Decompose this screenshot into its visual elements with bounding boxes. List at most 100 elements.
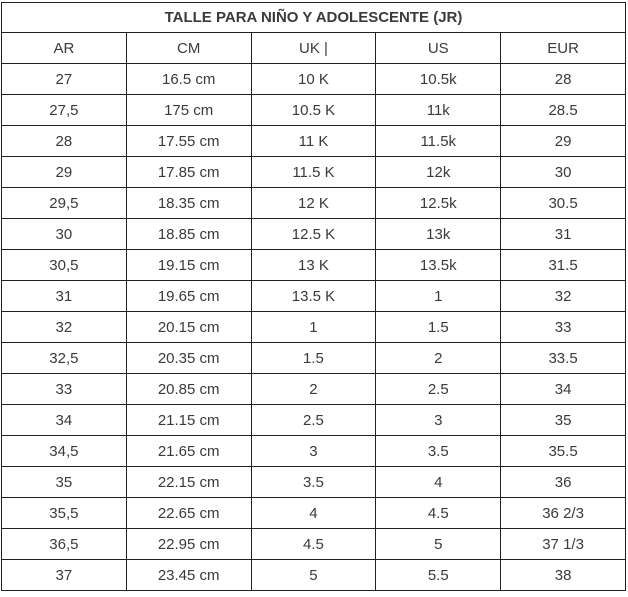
table-row: 30,5 19.15 cm 13 K 13.5k 31.5 xyxy=(1,249,626,281)
cell-cm: 17.55 cm xyxy=(125,125,252,157)
cell-eur: 30.5 xyxy=(500,187,626,219)
cell-eur: 35.5 xyxy=(500,435,626,467)
cell-eur: 36 xyxy=(500,466,626,498)
cell-cm: 21.65 cm xyxy=(125,435,252,467)
cell-us: 11k xyxy=(375,94,502,126)
cell-eur: 32 xyxy=(500,280,626,312)
cell-cm: 20.85 cm xyxy=(125,373,252,405)
cell-ar: 27,5 xyxy=(1,94,127,126)
cell-us: 4 xyxy=(375,466,502,498)
table-row: 34 21.15 cm 2.5 3 35 xyxy=(1,404,626,436)
cell-eur: 31.5 xyxy=(500,249,626,281)
table-row: 27,5 175 cm 10.5 K 11k 28.5 xyxy=(1,94,626,126)
cell-uk: 1.5 xyxy=(250,342,377,374)
cell-ar: 30 xyxy=(1,218,127,250)
table-row: 28 17.55 cm 11 K 11.5k 29 xyxy=(1,125,626,157)
cell-ar: 31 xyxy=(1,280,127,312)
cell-eur: 30 xyxy=(500,156,626,188)
cell-uk: 4.5 xyxy=(250,528,377,560)
cell-us: 10.5k xyxy=(375,63,502,95)
cell-us: 5.5 xyxy=(375,559,502,591)
table-row: 34,5 21.65 cm 3 3.5 35.5 xyxy=(1,435,626,467)
cell-us: 2.5 xyxy=(375,373,502,405)
table-row: 35,5 22.65 cm 4 4.5 36 2/3 xyxy=(1,497,626,529)
column-header-us: US xyxy=(375,32,502,64)
table-row: 35 22.15 cm 3.5 4 36 xyxy=(1,466,626,498)
cell-eur: 36 2/3 xyxy=(500,497,626,529)
cell-cm: 23.45 cm xyxy=(125,559,252,591)
cell-uk: 10 K xyxy=(250,63,377,95)
cell-ar: 30,5 xyxy=(1,249,127,281)
cell-ar: 34 xyxy=(1,404,127,436)
cell-cm: 18.35 cm xyxy=(125,187,252,219)
cell-cm: 17.85 cm xyxy=(125,156,252,188)
cell-ar: 29,5 xyxy=(1,187,127,219)
cell-ar: 32 xyxy=(1,311,127,343)
cell-us: 11.5k xyxy=(375,125,502,157)
cell-uk: 12 K xyxy=(250,187,377,219)
cell-uk: 11 K xyxy=(250,125,377,157)
cell-us: 3.5 xyxy=(375,435,502,467)
cell-cm: 19.15 cm xyxy=(125,249,252,281)
header-row: AR CM UK | US EUR xyxy=(1,32,626,64)
cell-uk: 3.5 xyxy=(250,466,377,498)
cell-ar: 33 xyxy=(1,373,127,405)
cell-ar: 34,5 xyxy=(1,435,127,467)
table-row: 30 18.85 cm 12.5 K 13k 31 xyxy=(1,218,626,250)
cell-us: 4.5 xyxy=(375,497,502,529)
cell-ar: 27 xyxy=(1,63,127,95)
cell-uk: 13.5 K xyxy=(250,280,377,312)
table-row: 36,5 22.95 cm 4.5 5 37 1/3 xyxy=(1,528,626,560)
cell-uk: 13 K xyxy=(250,249,377,281)
cell-cm: 21.15 cm xyxy=(125,404,252,436)
cell-eur: 33.5 xyxy=(500,342,626,374)
table-row: 27 16.5 cm 10 K 10.5k 28 xyxy=(1,63,626,95)
cell-us: 1.5 xyxy=(375,311,502,343)
cell-eur: 28.5 xyxy=(500,94,626,126)
cell-uk: 5 xyxy=(250,559,377,591)
table-row: 29,5 18.35 cm 12 K 12.5k 30.5 xyxy=(1,187,626,219)
table-row: 33 20.85 cm 2 2.5 34 xyxy=(1,373,626,405)
cell-us: 2 xyxy=(375,342,502,374)
cell-uk: 10.5 K xyxy=(250,94,377,126)
cell-us: 12k xyxy=(375,156,502,188)
cell-eur: 38 xyxy=(500,559,626,591)
column-header-ar: AR xyxy=(1,32,127,64)
cell-cm: 18.85 cm xyxy=(125,218,252,250)
cell-cm: 175 cm xyxy=(125,94,252,126)
column-header-eur: EUR xyxy=(500,32,626,64)
cell-ar: 35,5 xyxy=(1,497,127,529)
title-row: TALLE PARA NIÑO Y ADOLESCENTE (JR) xyxy=(1,2,626,33)
cell-ar: 29 xyxy=(1,156,127,188)
cell-uk: 3 xyxy=(250,435,377,467)
cell-uk: 2.5 xyxy=(250,404,377,436)
table-row: 31 19.65 cm 13.5 K 1 32 xyxy=(1,280,626,312)
table-row: 32 20.15 cm 1 1.5 33 xyxy=(1,311,626,343)
cell-eur: 34 xyxy=(500,373,626,405)
cell-cm: 20.15 cm xyxy=(125,311,252,343)
cell-cm: 19.65 cm xyxy=(125,280,252,312)
cell-cm: 22.15 cm xyxy=(125,466,252,498)
cell-us: 3 xyxy=(375,404,502,436)
cell-eur: 35 xyxy=(500,404,626,436)
column-header-cm: CM xyxy=(125,32,252,64)
cell-eur: 29 xyxy=(500,125,626,157)
cell-us: 1 xyxy=(375,280,502,312)
cell-cm: 22.65 cm xyxy=(125,497,252,529)
table-row: 29 17.85 cm 11.5 K 12k 30 xyxy=(1,156,626,188)
cell-cm: 22.95 cm xyxy=(125,528,252,560)
cell-ar: 28 xyxy=(1,125,127,157)
cell-eur: 28 xyxy=(500,63,626,95)
cell-ar: 35 xyxy=(1,466,127,498)
table-row: 32,5 20.35 cm 1.5 2 33.5 xyxy=(1,342,626,374)
cell-ar: 37 xyxy=(1,559,127,591)
cell-uk: 2 xyxy=(250,373,377,405)
cell-eur: 31 xyxy=(500,218,626,250)
cell-us: 5 xyxy=(375,528,502,560)
cell-us: 13k xyxy=(375,218,502,250)
table-row: 37 23.45 cm 5 5.5 38 xyxy=(1,559,626,591)
cell-uk: 11.5 K xyxy=(250,156,377,188)
cell-eur: 33 xyxy=(500,311,626,343)
table-title: TALLE PARA NIÑO Y ADOLESCENTE (JR) xyxy=(1,2,626,33)
